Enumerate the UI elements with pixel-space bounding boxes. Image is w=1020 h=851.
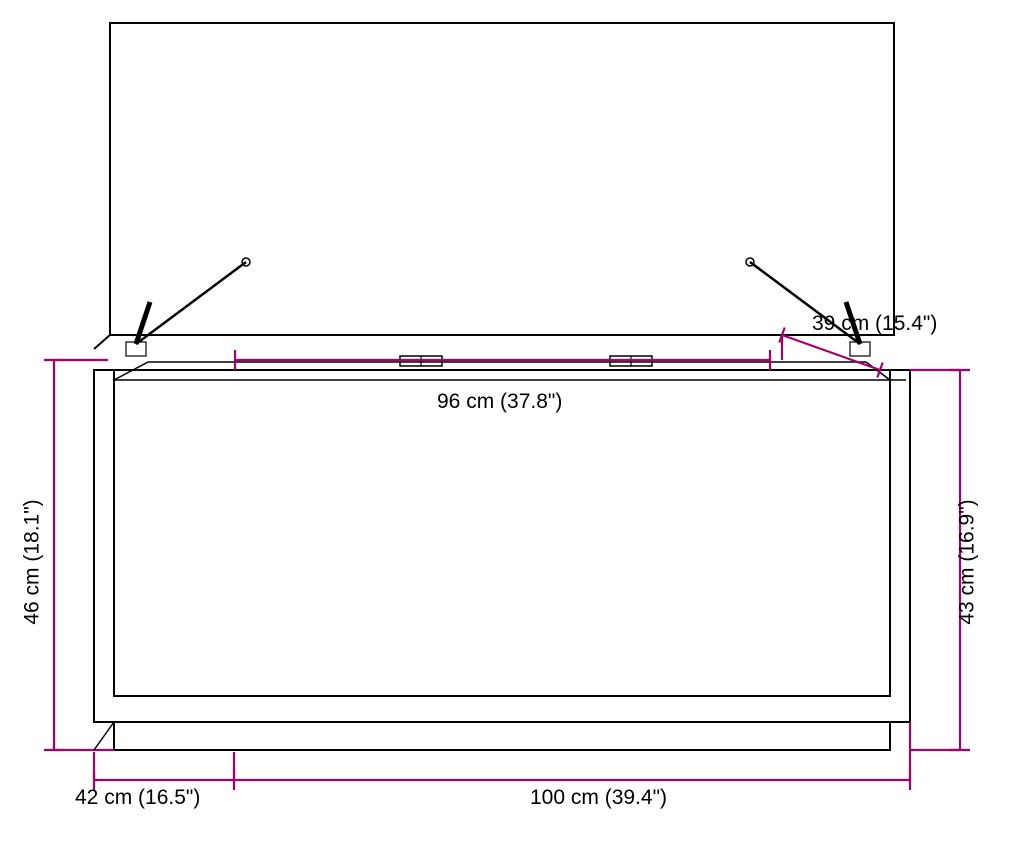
drawing-svg [0,0,1020,846]
label-inner-depth: 39 cm (15.4") [812,312,937,336]
label-height-right: 43 cm (16.9") [956,499,980,624]
label-height-left: 46 cm (18.1") [21,499,45,624]
label-outer-depth: 42 cm (16.5") [75,786,200,810]
dimension-diagram: 96 cm (37.8") 39 cm (15.4") 100 cm (39.4… [0,0,1020,846]
label-inner-width: 96 cm (37.8") [437,390,562,414]
label-outer-width: 100 cm (39.4") [530,786,667,810]
